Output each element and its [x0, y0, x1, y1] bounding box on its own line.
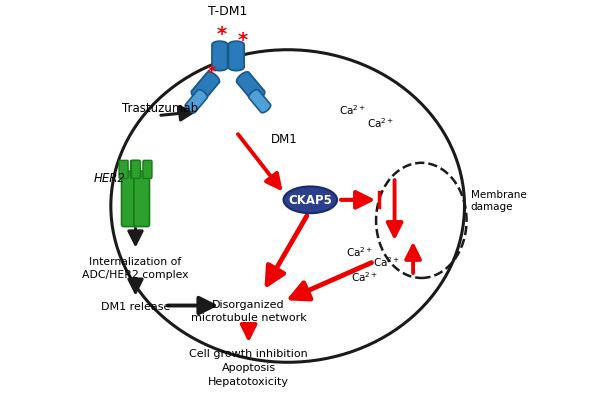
Text: *: *	[217, 25, 227, 44]
Text: Ca$^{2+}$: Ca$^{2+}$	[367, 116, 394, 129]
Text: Internalization of
ADC/HER2 complex: Internalization of ADC/HER2 complex	[82, 256, 189, 280]
FancyBboxPatch shape	[122, 172, 137, 227]
Text: Ca$^{2+}$: Ca$^{2+}$	[339, 103, 366, 117]
Text: HER2: HER2	[94, 171, 126, 184]
FancyBboxPatch shape	[143, 161, 152, 179]
Polygon shape	[191, 73, 220, 102]
Text: Disorganized
microtubule network: Disorganized microtubule network	[191, 299, 307, 322]
Text: DM1: DM1	[271, 132, 298, 145]
Polygon shape	[185, 90, 208, 114]
Text: Trastuzumab: Trastuzumab	[122, 102, 199, 114]
Text: CKAP5: CKAP5	[289, 194, 332, 207]
Polygon shape	[229, 42, 244, 71]
FancyBboxPatch shape	[131, 161, 140, 179]
Polygon shape	[249, 90, 271, 114]
Text: DM1 release: DM1 release	[101, 301, 170, 312]
Text: Cell growth inhibition
Apoptosis
Hepatotoxicity: Cell growth inhibition Apoptosis Hepatot…	[189, 348, 308, 386]
Text: *: *	[207, 64, 217, 82]
FancyBboxPatch shape	[131, 161, 140, 179]
Text: Ca$^{2+}$: Ca$^{2+}$	[352, 269, 379, 283]
Ellipse shape	[284, 187, 337, 214]
Text: Membrane
damage: Membrane damage	[470, 190, 526, 211]
Text: *: *	[238, 31, 247, 50]
Polygon shape	[212, 42, 227, 71]
FancyBboxPatch shape	[134, 172, 149, 227]
Text: T-DM1: T-DM1	[208, 5, 248, 18]
Text: Ca$^{2+}$: Ca$^{2+}$	[346, 245, 373, 259]
Polygon shape	[236, 73, 265, 102]
FancyBboxPatch shape	[119, 161, 128, 179]
Text: Ca$^{2+}$: Ca$^{2+}$	[373, 255, 400, 269]
